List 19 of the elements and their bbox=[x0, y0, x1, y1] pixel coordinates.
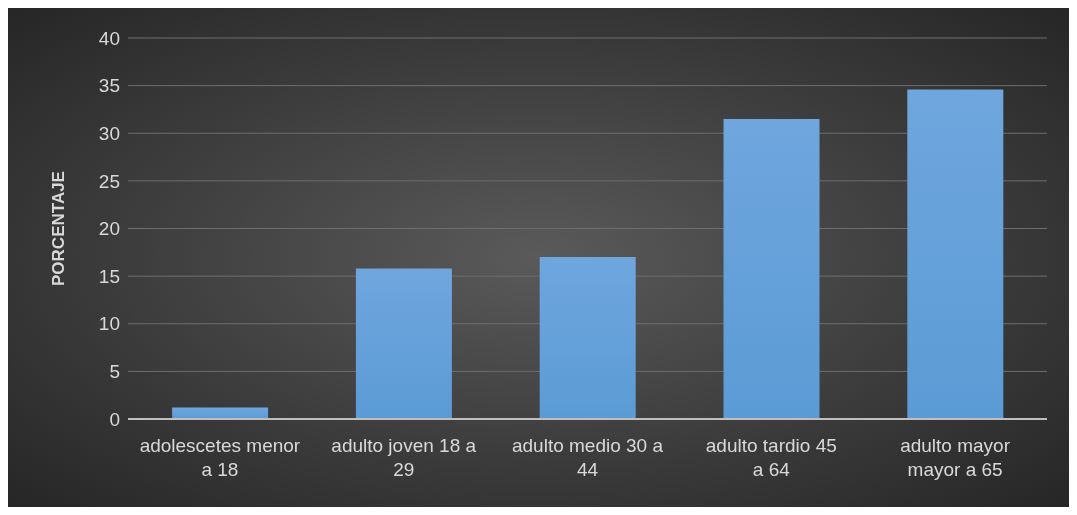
y-tick-label: 0 bbox=[109, 408, 120, 430]
y-tick-label: 20 bbox=[98, 218, 120, 240]
bar bbox=[355, 268, 452, 419]
y-tick-label: 15 bbox=[98, 265, 120, 287]
y-tick-label: 25 bbox=[98, 170, 120, 192]
bar bbox=[723, 118, 820, 419]
y-tick-label: 40 bbox=[98, 27, 120, 49]
x-tick-label: adulto medio 30 a 44 bbox=[511, 435, 664, 480]
y-tick-label: 30 bbox=[98, 122, 120, 144]
y-axis-title: PORCENTAJE bbox=[49, 171, 69, 286]
x-tick-label: adolescetes menor a 18 bbox=[139, 435, 301, 480]
x-tick-label: adulto mayor mayor a 65 bbox=[900, 435, 1011, 480]
y-tick-label: 5 bbox=[109, 361, 120, 383]
y-tick-label: 10 bbox=[98, 313, 120, 335]
x-tick-label: adulto tardio 45 a 64 bbox=[705, 435, 837, 480]
y-tick-label: 35 bbox=[98, 75, 120, 97]
bar bbox=[907, 89, 1004, 419]
bar bbox=[539, 257, 636, 419]
x-tick-label: adulto joven 18 a 29 bbox=[331, 435, 477, 480]
